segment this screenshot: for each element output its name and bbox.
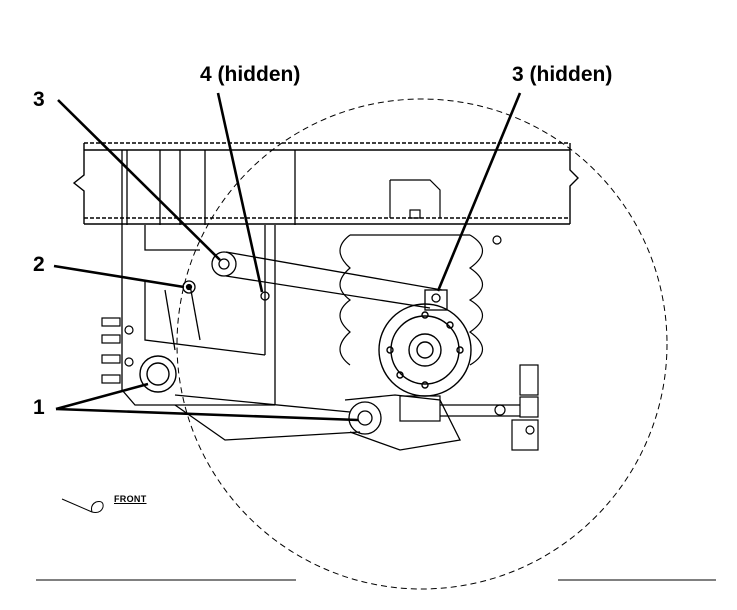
- frame-rail: [72, 142, 579, 225]
- leader-2: [53, 264, 185, 289]
- air-spring: [339, 234, 484, 366]
- leader-lines: [53, 92, 522, 422]
- leader-3-hidden: [436, 92, 522, 292]
- callout-1: 1: [33, 396, 45, 419]
- front-arrow-icon: [61, 498, 104, 513]
- torque-rod: [225, 251, 448, 311]
- callout-4-hidden: 4 (hidden): [200, 63, 301, 86]
- pivot-bolt: [182, 280, 196, 294]
- frame-bracket: [389, 179, 502, 245]
- callout-3-hidden: 3 (hidden): [512, 63, 613, 86]
- callout-3-left: 3: [33, 88, 45, 111]
- mount-bolts: [101, 317, 134, 384]
- callout-2: 2: [33, 253, 45, 276]
- leader-4-hidden: [216, 92, 264, 293]
- tire-outline: [176, 98, 668, 590]
- leader-1b: [55, 407, 359, 422]
- front-hanger: [121, 150, 296, 406]
- leader-3-left: [57, 99, 221, 261]
- upper-pivot: [211, 251, 237, 277]
- axle-hub: [378, 303, 472, 397]
- leader-1a: [55, 382, 149, 411]
- trailing-arm: [174, 394, 461, 451]
- front-label: FRONT: [114, 494, 147, 504]
- front-pivot-bushing: [139, 355, 177, 393]
- brake-chamber: [399, 364, 539, 451]
